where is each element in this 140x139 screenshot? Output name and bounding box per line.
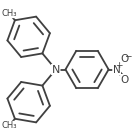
Text: −: − [124, 51, 131, 60]
Text: O: O [121, 54, 129, 64]
Text: +: + [115, 61, 123, 70]
Text: CH₃: CH₃ [1, 121, 17, 130]
Text: CH₃: CH₃ [1, 9, 17, 18]
Text: O: O [121, 75, 129, 85]
Text: N: N [113, 64, 121, 75]
Text: N: N [52, 64, 60, 75]
